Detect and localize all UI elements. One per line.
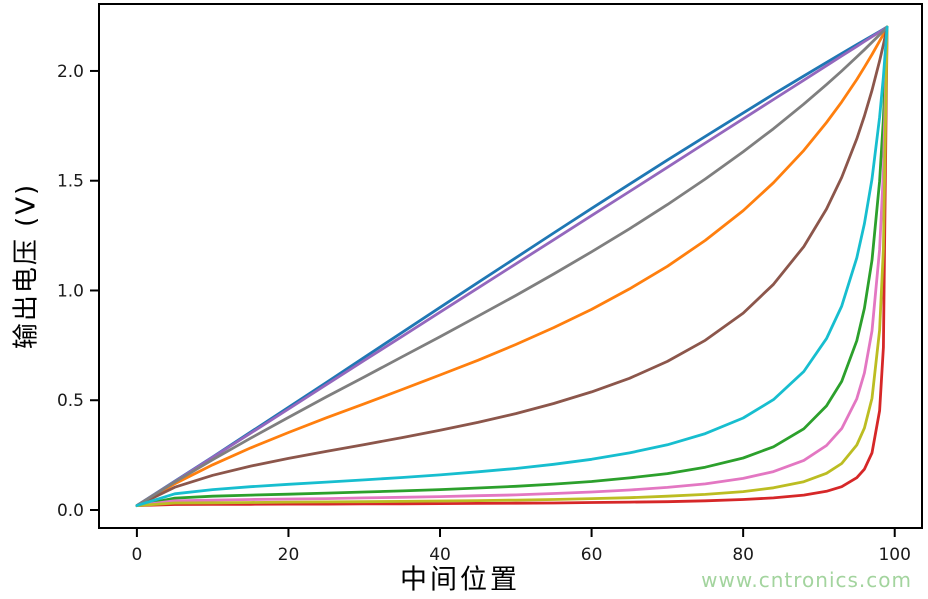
x-tick-label: 100 xyxy=(878,545,910,565)
curve-purple xyxy=(135,25,889,508)
curve-pink xyxy=(135,25,889,508)
x-axis-label: 中间位置 xyxy=(400,564,520,596)
curve-gray xyxy=(135,25,889,508)
x-tick-label: 20 xyxy=(278,545,300,565)
x-tick-label: 0 xyxy=(131,545,142,565)
x-tick-label: 80 xyxy=(732,545,754,565)
y-tick-label: 0.0 xyxy=(57,501,84,521)
curve-brown xyxy=(135,25,889,508)
y-tick-label: 0.5 xyxy=(57,391,84,411)
x-tick-label: 60 xyxy=(581,545,603,565)
y-tick-label: 1.5 xyxy=(57,172,84,192)
watermark: www.cntronics.com xyxy=(701,568,912,592)
curve-red xyxy=(135,25,889,508)
y-tick-label: 1.0 xyxy=(57,281,84,301)
curve-cyan xyxy=(135,25,889,508)
curve-orange xyxy=(135,25,889,508)
y-axis-label: 输出电压 (V) xyxy=(11,182,42,350)
y-tick-label: 2.0 xyxy=(57,62,84,82)
axes-frame xyxy=(98,3,923,529)
x-tick-label: 40 xyxy=(429,545,451,565)
curve-green xyxy=(135,25,889,508)
curve-olive xyxy=(135,25,889,508)
